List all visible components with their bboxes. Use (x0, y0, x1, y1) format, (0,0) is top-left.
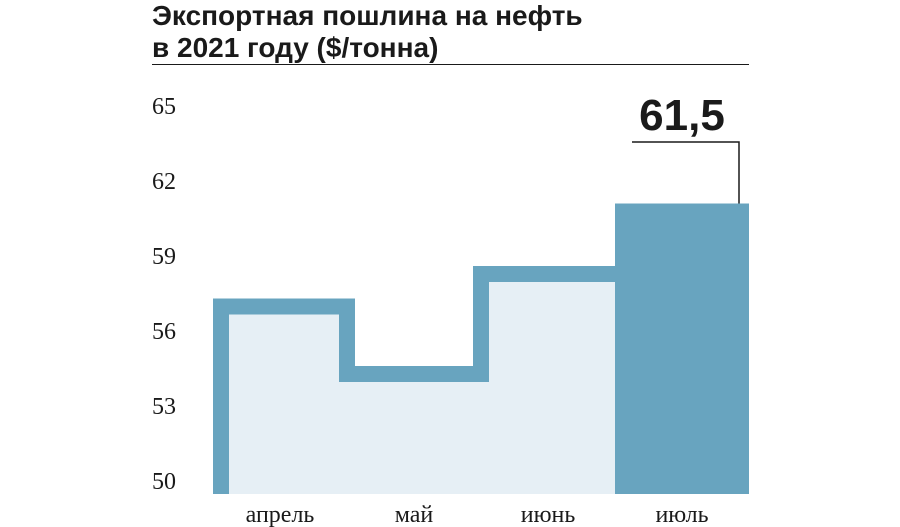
x-category-label: апрель (246, 502, 315, 527)
callout-value-label: 61,5 (639, 91, 725, 140)
title-divider (152, 64, 749, 65)
x-category-label: июнь (521, 502, 576, 527)
callout-leader-line (632, 141, 740, 204)
bar-1-fill (213, 298, 347, 494)
x-axis: апрель май июнь июль (246, 502, 709, 527)
bar-2-fill (347, 366, 481, 494)
y-tick-label: 50 (152, 469, 176, 495)
callout-group: 61,5 (632, 91, 740, 204)
bar-4-highlight (615, 203, 749, 494)
chart-title-line-2: в 2021 году ($/тонна) (152, 32, 439, 63)
y-tick-label: 59 (152, 244, 176, 270)
chart-title: Экспортная пошлина на нефть в 2021 году … (152, 0, 752, 64)
chart-title-line-1: Экспортная пошлина на нефть (152, 0, 583, 31)
step-outline (213, 266, 615, 494)
chart-marks (213, 203, 749, 494)
x-category-label: июль (655, 502, 708, 527)
y-tick-label: 53 (152, 394, 176, 420)
y-axis: 65 62 59 56 53 50 (152, 94, 176, 495)
bar-3-fill (481, 266, 615, 494)
y-tick-label: 56 (152, 319, 176, 345)
x-category-label: май (395, 502, 434, 527)
y-tick-label: 62 (152, 169, 176, 195)
y-tick-label: 65 (152, 94, 176, 120)
